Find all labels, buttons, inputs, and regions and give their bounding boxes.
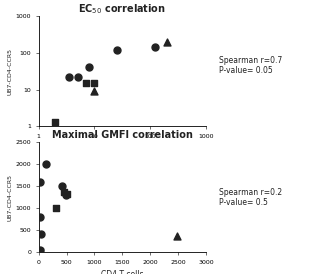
Title: EC$_{50}$ correlation: EC$_{50}$ correlation bbox=[78, 2, 166, 16]
Point bbox=[63, 193, 69, 197]
Point bbox=[37, 249, 42, 253]
Point bbox=[92, 89, 97, 93]
X-axis label: CD4 T cells: CD4 T cells bbox=[101, 270, 144, 274]
Point bbox=[62, 189, 67, 194]
Y-axis label: U87-CD4-CCR5: U87-CD4-CCR5 bbox=[8, 174, 13, 221]
Point bbox=[37, 248, 42, 252]
Point bbox=[39, 232, 44, 236]
Text: Spearman r=0.7
P-value= 0.05: Spearman r=0.7 P-value= 0.05 bbox=[219, 56, 282, 75]
Point bbox=[66, 75, 71, 79]
Point bbox=[53, 120, 58, 124]
Point bbox=[53, 206, 59, 210]
Point bbox=[75, 75, 80, 79]
Point bbox=[43, 161, 49, 166]
X-axis label: CD4 T cells: CD4 T cells bbox=[101, 144, 144, 153]
Point bbox=[83, 81, 88, 85]
Point bbox=[165, 40, 170, 44]
Text: Spearman r=0.2
P-value= 0.5: Spearman r=0.2 P-value= 0.5 bbox=[219, 188, 282, 207]
Point bbox=[37, 180, 42, 184]
Y-axis label: U87-CD4-CCR5: U87-CD4-CCR5 bbox=[8, 48, 13, 95]
Point bbox=[152, 44, 157, 49]
Title: Maximal GMFI correlation: Maximal GMFI correlation bbox=[52, 130, 193, 140]
Point bbox=[114, 48, 119, 52]
Point bbox=[60, 184, 65, 189]
Point bbox=[92, 81, 97, 85]
Point bbox=[64, 192, 69, 196]
Point bbox=[37, 215, 42, 219]
Point bbox=[175, 234, 180, 238]
Point bbox=[87, 65, 92, 69]
